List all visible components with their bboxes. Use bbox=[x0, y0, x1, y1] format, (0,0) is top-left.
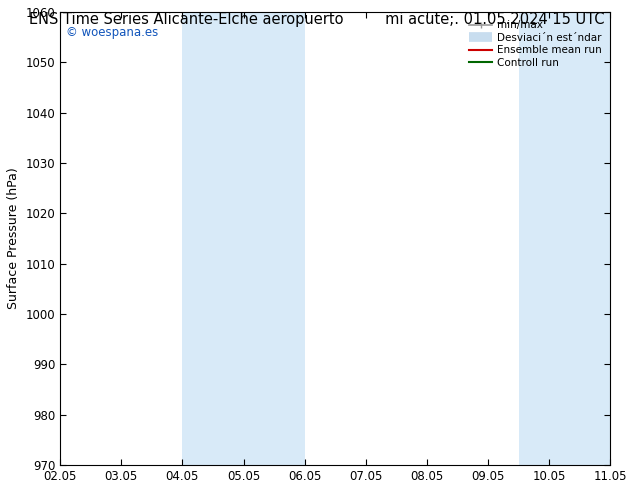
Text: ENS Time Series Alicante-Elche aeropuerto         mi acute;. 01.05.2024 15 UTC: ENS Time Series Alicante-Elche aeropuert… bbox=[29, 12, 605, 27]
Bar bbox=[183, 12, 213, 465]
Y-axis label: Surface Pressure (hPa): Surface Pressure (hPa) bbox=[7, 168, 20, 310]
Bar bbox=[519, 12, 611, 465]
Text: © woespana.es: © woespana.es bbox=[65, 25, 158, 39]
Legend: min/max, Desviaci´n est´ndar, Ensemble mean run, Controll run: min/max, Desviaci´n est´ndar, Ensemble m… bbox=[466, 17, 605, 71]
Bar bbox=[213, 12, 305, 465]
